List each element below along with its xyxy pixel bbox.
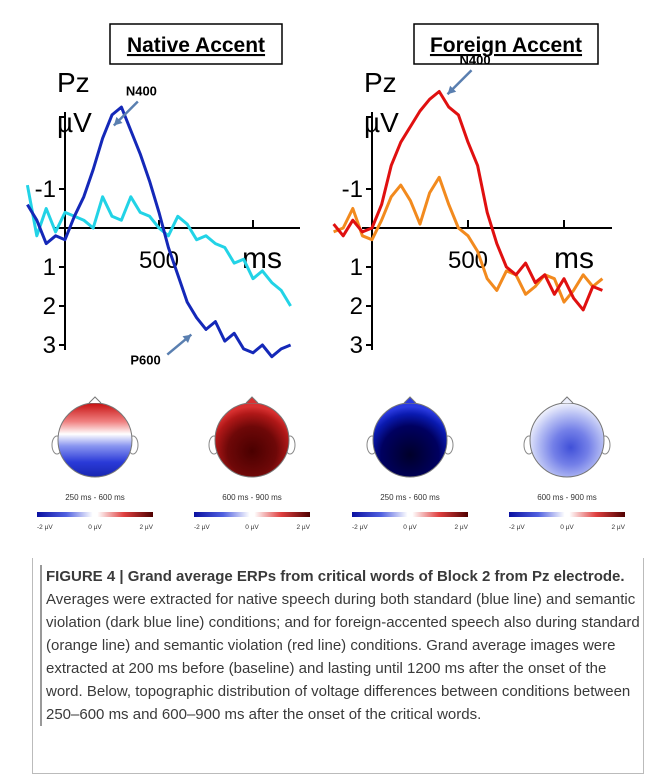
panel-title-foreign: Foreign Accent — [413, 23, 599, 65]
caption-body: Averages were extracted for native speec… — [46, 591, 640, 723]
topomap-time-label: 250 ms - 600 ms — [65, 493, 125, 502]
annotation-arrowhead — [182, 334, 192, 343]
panel-title-native: Native Accent — [109, 23, 283, 65]
title-box — [413, 23, 599, 65]
series-line-1 — [25, 184, 292, 307]
topomap-time-label: 600 ms - 900 ms — [222, 493, 282, 502]
color-scale-bar — [194, 512, 310, 517]
y-tick-label: 2 — [43, 293, 56, 320]
color-scale-label: 2 µV — [611, 524, 625, 531]
y-unit-label: µV — [364, 107, 399, 138]
y-tick-label: 2 — [350, 293, 363, 320]
figure-canvas: Native Accent Foreign Accent PzµV-112350… — [25, 23, 626, 531]
color-scale-label: -2 µV — [509, 524, 525, 531]
nose-icon — [403, 396, 417, 404]
annotation-label: N400 — [126, 84, 157, 99]
nose-icon — [245, 396, 259, 404]
annotation-label: P600 — [130, 353, 160, 368]
y-tick-label: -1 — [342, 176, 363, 203]
color-scale-label: 0 µV — [560, 524, 574, 531]
color-scale-label: 0 µV — [403, 524, 417, 531]
scalp-map — [372, 402, 448, 478]
topomap-native-250-600 — [51, 396, 139, 478]
y-unit-label: µV — [57, 107, 92, 138]
channel-label: Pz — [364, 67, 397, 98]
topomap-native-600-900 — [208, 396, 296, 478]
caption-title: FIGURE 4 | Grand average ERPs from criti… — [46, 568, 625, 585]
color-scale-label: 2 µV — [296, 524, 310, 531]
color-scale-bar — [352, 512, 468, 517]
color-scale-label: -2 µV — [194, 524, 210, 531]
figure-caption: FIGURE 4 | Grand average ERPs from criti… — [40, 565, 646, 726]
y-tick-label: 1 — [43, 254, 56, 281]
color-scale-label: 0 µV — [88, 524, 102, 531]
nose-icon — [88, 396, 102, 404]
annotation-label: N400 — [460, 52, 491, 67]
scalp-map — [529, 402, 605, 478]
chart-title: Native Accent — [127, 34, 265, 57]
color-scale-label: 2 µV — [454, 524, 468, 531]
color-scale-label: 0 µV — [245, 524, 259, 531]
y-tick-label: 1 — [350, 254, 363, 281]
topomap-foreign-600-900 — [523, 396, 611, 478]
topomap-labels: 250 ms - 600 ms -2 µV 0 µV 2 µV 600 ms - 900… — [37, 493, 626, 531]
channel-label: Pz — [57, 67, 90, 98]
y-tick-label: 3 — [350, 332, 363, 359]
color-scale-label: 2 µV — [139, 524, 153, 531]
y-tick-label: 3 — [43, 332, 56, 359]
color-scale-label: -2 µV — [352, 524, 368, 531]
y-tick-label: -1 — [35, 176, 56, 203]
topomap-time-label: 250 ms - 600 ms — [380, 493, 440, 502]
series-line-2 — [26, 105, 292, 359]
annotation-arrowhead — [113, 116, 123, 126]
series-line-2 — [332, 90, 603, 312]
topomap-time-label: 600 ms - 900 ms — [537, 493, 597, 502]
scalp-map — [214, 402, 290, 478]
x-unit-label: ms — [554, 242, 594, 275]
color-scale-label: -2 µV — [37, 524, 53, 531]
topomap-foreign-250-600 — [366, 396, 454, 478]
chart-title: Foreign Accent — [430, 34, 582, 57]
color-scale-bar — [37, 512, 153, 517]
color-scale-bar — [509, 512, 625, 517]
annotation-arrowhead — [447, 85, 457, 95]
scalp-map — [57, 402, 133, 478]
title-box — [109, 23, 283, 65]
nose-icon — [560, 396, 574, 404]
